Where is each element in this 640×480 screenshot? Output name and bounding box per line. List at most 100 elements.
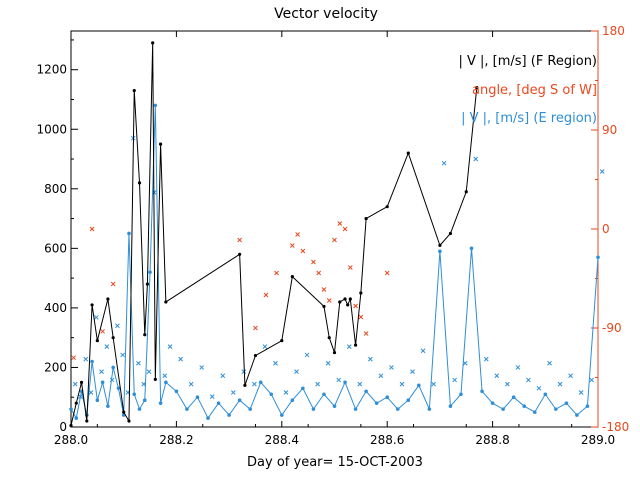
f-region-point <box>74 401 78 405</box>
x-tick-label: 288.0 <box>54 433 88 447</box>
e-region-cross-stroke <box>536 385 542 391</box>
e-region-cross <box>578 390 584 395</box>
e-region-cross-stroke <box>547 360 552 366</box>
y-ticks-left: 0 200 400 600 800 1000 1200 <box>36 39 78 434</box>
e-region-point <box>522 404 527 408</box>
f-region-point <box>238 252 242 256</box>
x-tick-label: 288.8 <box>475 433 509 447</box>
e-region-cross <box>78 394 83 399</box>
x-ticks: 288.0 288.2 288.4 288.6 288.8 289.0 <box>54 31 615 447</box>
e-region-cross-stroke <box>462 360 468 366</box>
angle-point <box>337 221 343 226</box>
angle-point-stroke <box>321 287 327 292</box>
y-right-tick-label: -180 <box>602 420 629 434</box>
e-region-point <box>153 103 158 108</box>
e-region-point <box>332 404 337 408</box>
e-region-cross-stroke <box>93 315 99 320</box>
f-region-point <box>359 291 363 295</box>
x-tick-label: 288.4 <box>265 433 299 447</box>
y-right-tick-label: 0 <box>602 222 610 236</box>
e-region-cross <box>162 373 168 379</box>
e-region-cross <box>515 365 521 370</box>
angle-point-stroke <box>342 226 348 232</box>
x-tick-label: 288.2 <box>159 433 193 447</box>
e-region-point <box>227 413 231 417</box>
angle-point <box>263 292 269 298</box>
e-region-cross <box>315 381 320 387</box>
angle-point <box>316 270 322 276</box>
f-region-point <box>95 339 99 343</box>
angle-point <box>289 243 295 248</box>
e-region-point <box>385 395 390 400</box>
e-region-point <box>395 407 400 411</box>
e-region-point <box>427 407 432 411</box>
e-region-cross-stroke <box>136 360 141 366</box>
e-region-point <box>185 407 189 411</box>
f-region-point <box>290 275 294 279</box>
angle-point-stroke <box>311 259 316 265</box>
e-region-cross <box>473 156 479 162</box>
e-region-cross <box>230 390 236 395</box>
e-region-cross-stroke <box>220 373 226 379</box>
e-region-point <box>480 389 484 394</box>
e-region-cross <box>252 381 257 387</box>
e-region-point <box>206 416 210 420</box>
e-region-cross-stroke <box>568 373 573 379</box>
e-region-point <box>585 404 590 408</box>
e-region-cross <box>294 369 299 374</box>
e-region-cross <box>536 385 542 391</box>
e-region-cross <box>141 381 147 387</box>
legend-e-region: | V |, [m/s] (E region) <box>461 111 597 126</box>
e-region-cross-stroke <box>389 365 394 370</box>
e-region-point <box>374 401 379 405</box>
angle-point-stroke <box>100 328 105 334</box>
angle-point <box>353 303 358 309</box>
e-region-cross <box>325 360 331 366</box>
e-region-cross-stroke <box>336 377 342 383</box>
e-region-cross-stroke <box>115 323 120 329</box>
e-region-cross-stroke <box>441 160 447 166</box>
angle-point-stroke <box>295 232 300 237</box>
angle-point <box>347 265 353 270</box>
angle-point-stroke <box>353 303 358 309</box>
angle-point <box>253 325 258 331</box>
e-region-point <box>532 410 537 414</box>
e-region-cross <box>283 390 289 395</box>
e-region-point <box>280 413 284 417</box>
e-region-cross <box>146 369 152 374</box>
f-region-point <box>348 297 352 301</box>
e-region-cross <box>136 360 141 366</box>
e-region-point <box>554 407 558 411</box>
e-region-point <box>269 392 274 397</box>
y-right-tick-label: 180 <box>602 24 625 38</box>
e-region-cross <box>389 365 394 370</box>
e-region-cross-stroke <box>162 373 168 379</box>
y-left-tick-label: 400 <box>44 301 67 315</box>
e-region-cross <box>494 373 500 379</box>
e-region-cross-stroke <box>589 377 595 383</box>
e-region-cross <box>462 360 468 366</box>
angle-point <box>237 237 242 243</box>
e-region-cross <box>346 344 352 349</box>
angle-point <box>332 237 337 243</box>
f-region-point <box>364 216 368 221</box>
y-left-tick-label: 1000 <box>36 122 67 136</box>
angle-point-stroke <box>253 325 258 331</box>
e-region-cross-stroke <box>578 390 584 395</box>
e-region-point <box>237 398 242 403</box>
e-region-cross <box>557 381 563 387</box>
e-region-cross-stroke <box>178 356 183 362</box>
e-region-cross-stroke <box>83 356 89 362</box>
f-region-point <box>280 339 284 343</box>
e-region-cross-stroke <box>483 356 489 362</box>
e-region-point <box>301 386 305 391</box>
e-region-point <box>148 270 152 274</box>
e-region-cross-stroke <box>304 352 310 358</box>
e-region-cross <box>420 348 426 354</box>
e-region-cross <box>273 360 278 366</box>
e-region-cross-stroke <box>494 373 500 379</box>
y-left-tick-label: 1200 <box>36 63 67 77</box>
f-region-point <box>158 142 163 146</box>
e-region-point <box>364 389 368 394</box>
